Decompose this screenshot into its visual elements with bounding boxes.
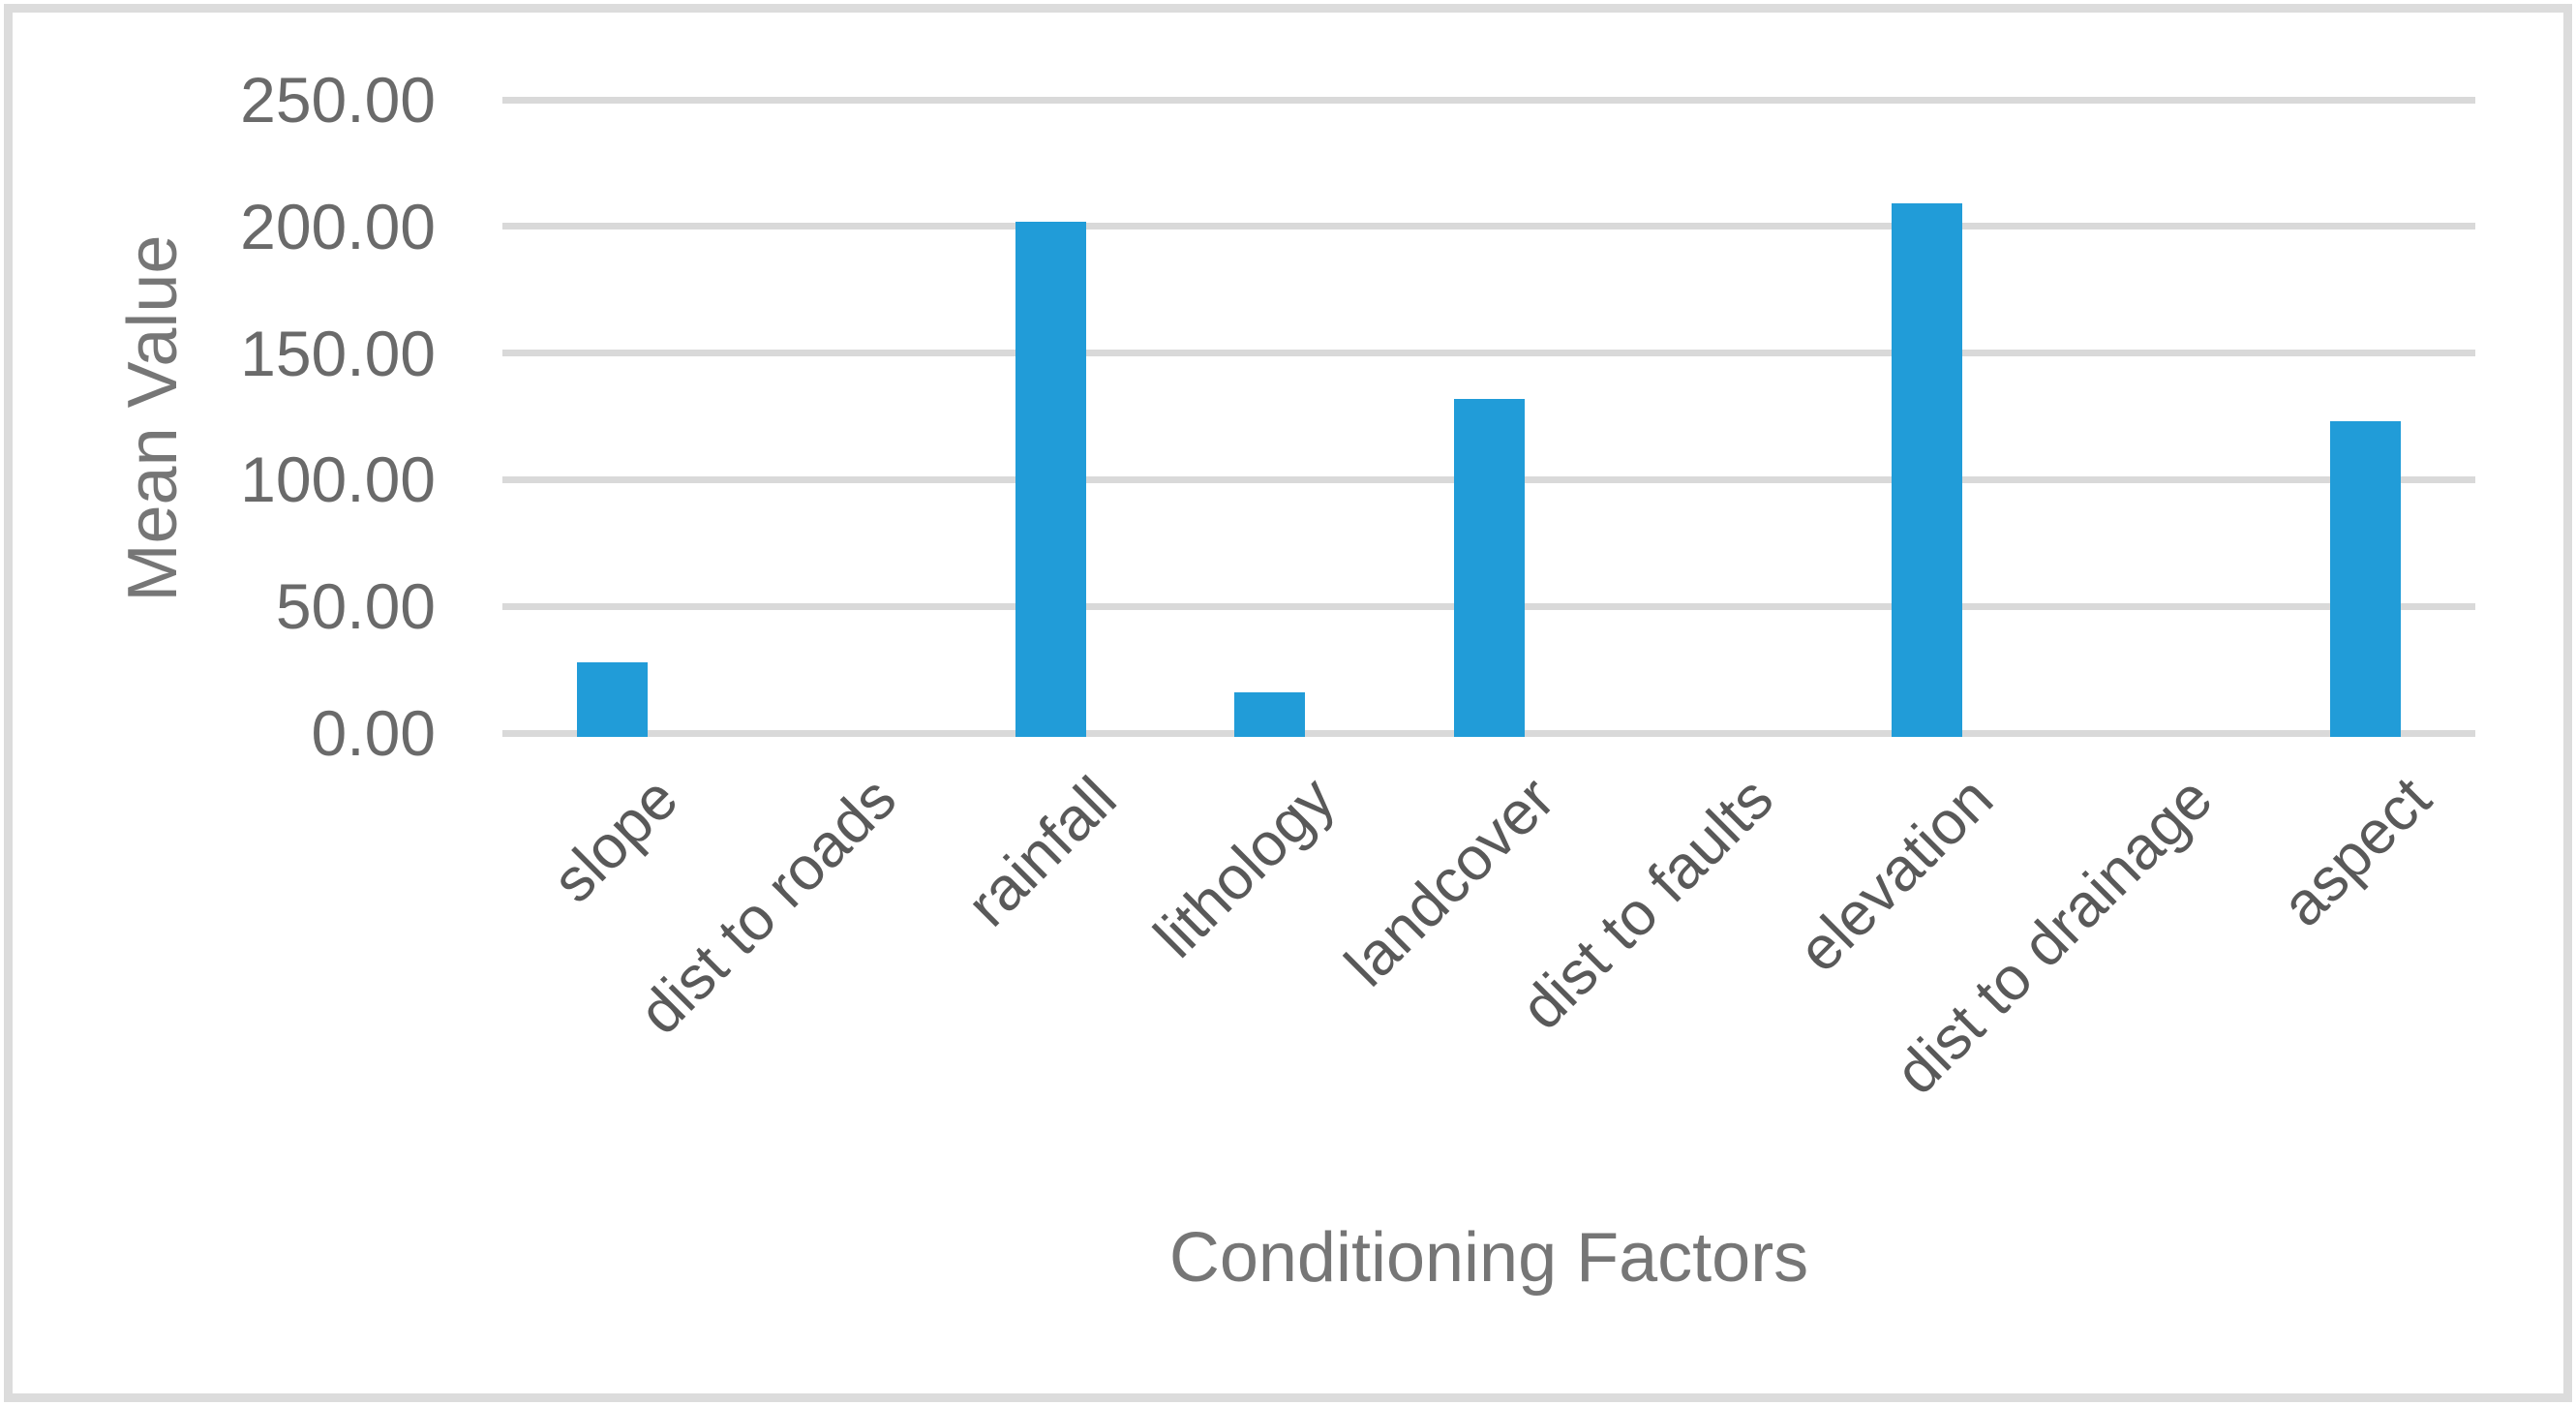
gridline-150.00 (502, 350, 2475, 356)
gridline-250.00 (502, 97, 2475, 104)
x-category-label-elevation: elevation (1784, 764, 2006, 986)
y-axis-title: Mean Value (114, 234, 192, 602)
gridline-200.00 (502, 223, 2475, 229)
x-category-label-aspect: aspect (2268, 764, 2444, 940)
y-tick-label: 200.00 (240, 191, 436, 262)
x-category-label-rainfall: rainfall (954, 764, 1130, 940)
y-tick-label: 250.00 (240, 64, 436, 136)
y-tick-label: 50.00 (275, 570, 436, 642)
y-tick-label: 150.00 (240, 318, 436, 389)
plot-area (502, 97, 2475, 737)
x-category-label-lithology: lithology (1141, 764, 1349, 971)
bar-lithology (1234, 692, 1305, 737)
bar-rainfall (1015, 222, 1086, 737)
y-tick-label: 100.00 (240, 443, 436, 515)
bar-landcover (1454, 399, 1525, 737)
x-axis-title: Conditioning Factors (1168, 1219, 1809, 1297)
x-category-label-slope: slope (539, 764, 691, 916)
bar-elevation (1892, 203, 1962, 737)
bar-aspect (2330, 421, 2401, 737)
bar-slope (577, 662, 648, 737)
x-category-label-landcover: landcover (1332, 764, 1567, 1000)
y-tick-label: 0.00 (311, 697, 436, 769)
